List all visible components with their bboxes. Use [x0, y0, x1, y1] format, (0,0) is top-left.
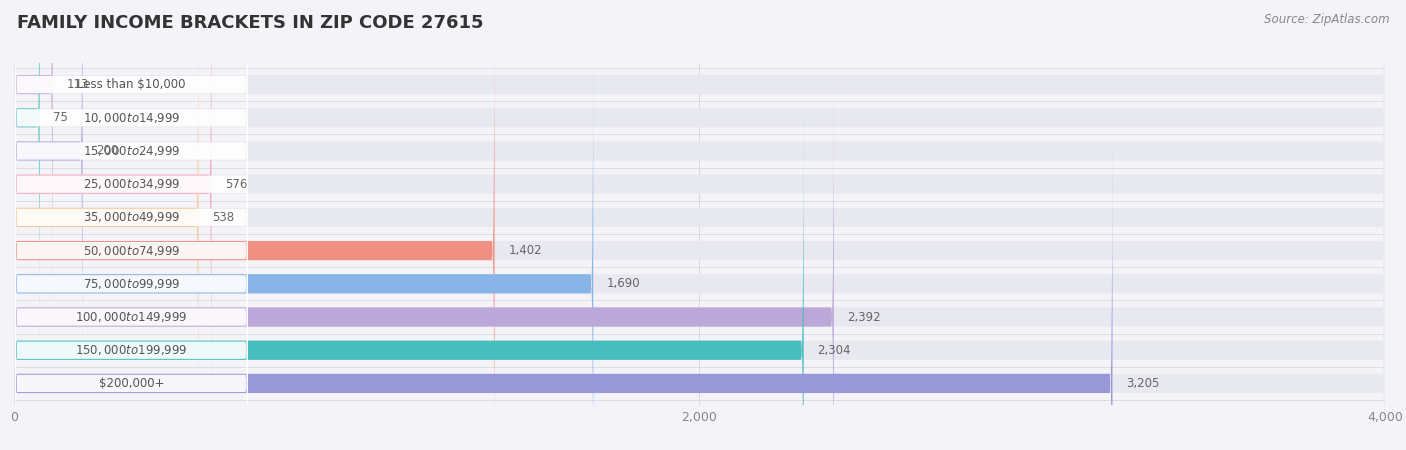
Text: 538: 538 [212, 211, 235, 224]
FancyBboxPatch shape [14, 0, 1385, 407]
FancyBboxPatch shape [14, 0, 211, 440]
FancyBboxPatch shape [14, 0, 1385, 440]
FancyBboxPatch shape [14, 0, 53, 341]
FancyBboxPatch shape [14, 0, 247, 308]
Text: $35,000 to $49,999: $35,000 to $49,999 [83, 211, 180, 225]
Text: 1,402: 1,402 [508, 244, 541, 257]
Text: Less than $10,000: Less than $10,000 [77, 78, 186, 91]
FancyBboxPatch shape [14, 0, 1385, 341]
Text: Source: ZipAtlas.com: Source: ZipAtlas.com [1264, 14, 1389, 27]
FancyBboxPatch shape [14, 0, 1385, 374]
FancyBboxPatch shape [14, 0, 39, 374]
FancyBboxPatch shape [14, 0, 247, 342]
Text: 576: 576 [225, 178, 247, 191]
FancyBboxPatch shape [14, 28, 593, 450]
FancyBboxPatch shape [14, 0, 495, 450]
Text: $10,000 to $14,999: $10,000 to $14,999 [83, 111, 180, 125]
Text: 75: 75 [53, 111, 69, 124]
Text: 200: 200 [96, 144, 118, 158]
Text: 2,392: 2,392 [848, 310, 882, 324]
FancyBboxPatch shape [14, 160, 247, 450]
Text: $200,000+: $200,000+ [98, 377, 165, 390]
FancyBboxPatch shape [14, 60, 247, 450]
FancyBboxPatch shape [14, 0, 247, 375]
Text: FAMILY INCOME BRACKETS IN ZIP CODE 27615: FAMILY INCOME BRACKETS IN ZIP CODE 27615 [17, 14, 484, 32]
FancyBboxPatch shape [14, 27, 247, 450]
Text: 1,690: 1,690 [607, 277, 641, 290]
Text: $50,000 to $74,999: $50,000 to $74,999 [83, 243, 180, 257]
Text: 2,304: 2,304 [817, 344, 851, 357]
FancyBboxPatch shape [14, 0, 1385, 450]
Text: $25,000 to $34,999: $25,000 to $34,999 [83, 177, 180, 191]
Text: 3,205: 3,205 [1126, 377, 1160, 390]
FancyBboxPatch shape [14, 94, 804, 450]
FancyBboxPatch shape [14, 28, 1385, 450]
FancyBboxPatch shape [14, 61, 1385, 450]
FancyBboxPatch shape [14, 127, 1112, 450]
FancyBboxPatch shape [14, 0, 1385, 450]
Text: 113: 113 [66, 78, 89, 91]
FancyBboxPatch shape [14, 94, 1385, 450]
Text: $75,000 to $99,999: $75,000 to $99,999 [83, 277, 180, 291]
FancyBboxPatch shape [14, 0, 247, 441]
FancyBboxPatch shape [14, 126, 247, 450]
Text: $15,000 to $24,999: $15,000 to $24,999 [83, 144, 180, 158]
Text: $100,000 to $149,999: $100,000 to $149,999 [75, 310, 187, 324]
FancyBboxPatch shape [14, 93, 247, 450]
FancyBboxPatch shape [14, 127, 1385, 450]
FancyBboxPatch shape [14, 61, 834, 450]
FancyBboxPatch shape [14, 0, 198, 450]
Text: $150,000 to $199,999: $150,000 to $199,999 [75, 343, 187, 357]
FancyBboxPatch shape [14, 0, 247, 408]
FancyBboxPatch shape [14, 0, 83, 407]
